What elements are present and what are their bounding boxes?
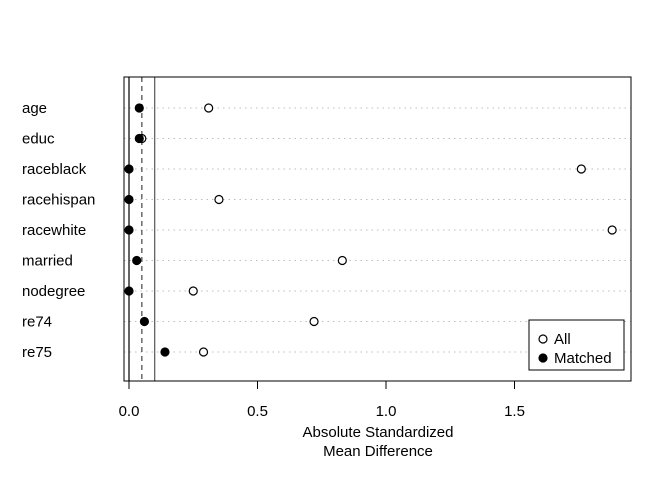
all-point-re74 bbox=[309, 316, 319, 327]
y-axis-labels: age educ raceblack racehispan racewhite marri… bbox=[22, 100, 95, 361]
all-point-racewhite bbox=[607, 225, 617, 235]
matched-point-re74 bbox=[139, 316, 150, 327]
gridlines bbox=[124, 107, 631, 353]
all-point-nodegree bbox=[188, 286, 198, 296]
legend-label-matched: Matched bbox=[554, 350, 612, 367]
x-tick-label: 1.0 bbox=[376, 403, 397, 420]
filled-circle-icon bbox=[538, 353, 548, 363]
all-point-racehispan bbox=[214, 194, 224, 205]
y-label-married: married bbox=[22, 253, 73, 270]
legend-label-all: All bbox=[554, 331, 571, 348]
x-tick-label: 1.5 bbox=[504, 403, 525, 420]
matched-point-raceblack bbox=[124, 164, 134, 174]
y-label-nodegree: nodegree bbox=[22, 283, 85, 300]
matched-point-age bbox=[134, 103, 144, 113]
all-point-married bbox=[337, 255, 347, 266]
x-axis: 0.0 0.5 1.0 1.5 bbox=[119, 380, 525, 420]
matched-point-educ bbox=[134, 133, 144, 144]
all-point-age bbox=[204, 103, 214, 113]
all-point-re75 bbox=[198, 347, 209, 357]
y-label-educ: educ bbox=[22, 131, 55, 148]
y-label-age: age bbox=[22, 100, 47, 117]
y-label-re75: re75 bbox=[22, 344, 52, 361]
y-label-racehispan: racehispan bbox=[22, 192, 95, 209]
legend: All Matched bbox=[528, 319, 625, 371]
y-label-raceblack: raceblack bbox=[22, 161, 87, 178]
matched-point-racehispan bbox=[124, 194, 134, 205]
x-tick-label: 0.5 bbox=[247, 403, 268, 420]
matched-point-re75 bbox=[160, 347, 170, 357]
y-label-racewhite: racewhite bbox=[22, 222, 86, 239]
matched-point-nodegree bbox=[124, 286, 134, 296]
x-axis-title-line1: Absolute Standardized bbox=[303, 424, 454, 441]
matched-point-racewhite bbox=[124, 225, 134, 235]
y-label-re74: re74 bbox=[22, 314, 52, 331]
open-circle-icon bbox=[538, 334, 548, 344]
data-points bbox=[124, 103, 617, 357]
x-axis-title-line2: Mean Difference bbox=[323, 443, 433, 460]
x-tick-label: 0.0 bbox=[119, 403, 140, 420]
matched-point-married bbox=[132, 255, 142, 266]
all-point-raceblack bbox=[576, 164, 586, 174]
